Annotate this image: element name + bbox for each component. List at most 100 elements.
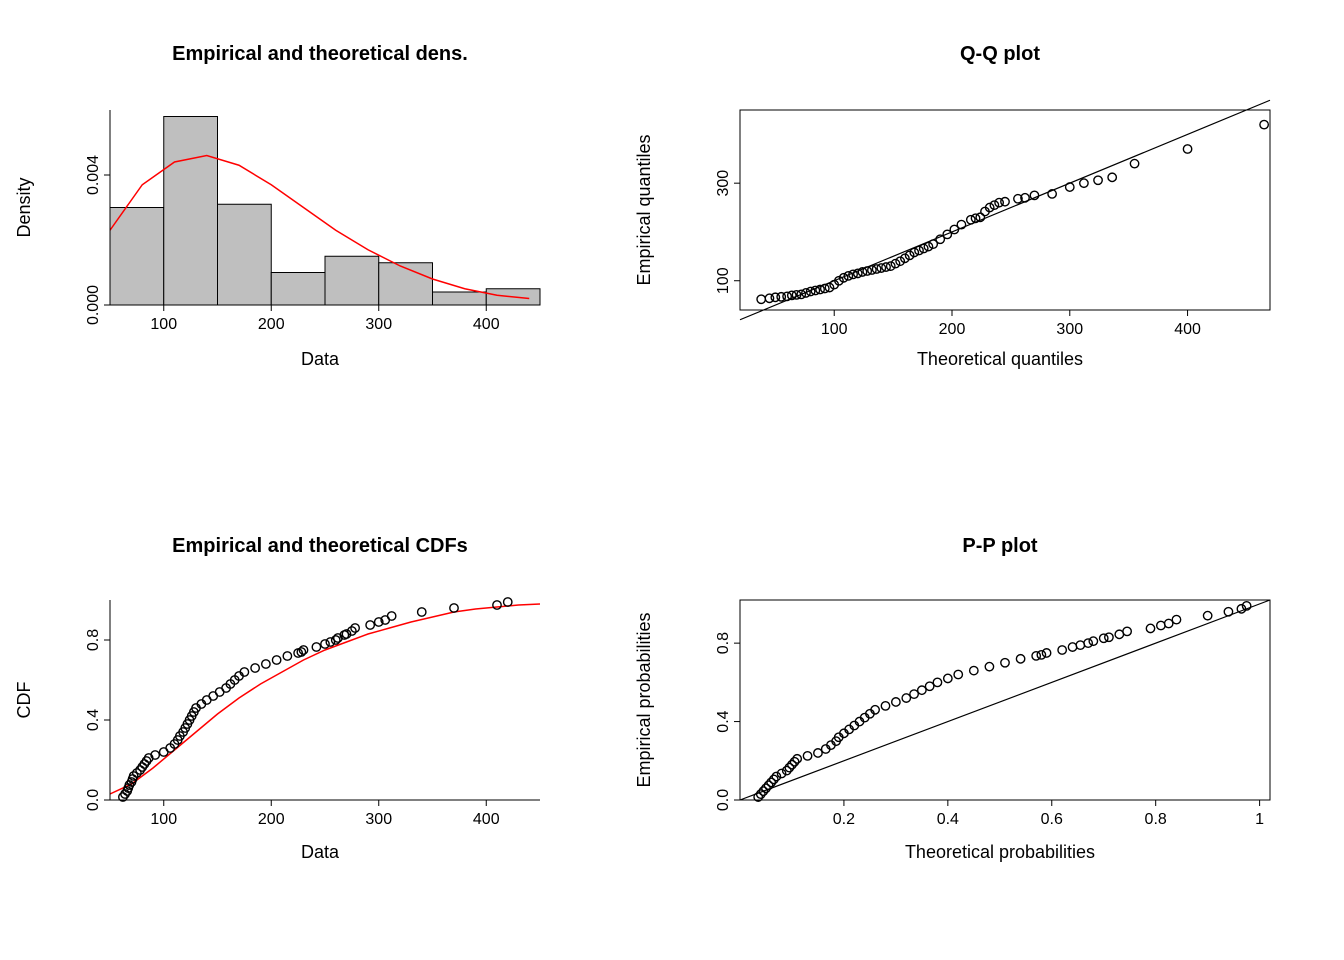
pp-point <box>803 752 811 760</box>
x-axis-label: Data <box>301 349 340 369</box>
pp-point <box>910 690 918 698</box>
y-axis-label: Empirical probabilities <box>634 612 654 787</box>
cdf-point <box>387 612 395 620</box>
y-tick-label: 300 <box>715 170 732 197</box>
cdf-point <box>251 664 259 672</box>
qq-point <box>1094 176 1102 184</box>
qq-point <box>1108 173 1116 181</box>
x-tick-label: 100 <box>150 316 177 333</box>
pp-point <box>1146 624 1154 632</box>
pp-point <box>1224 608 1232 616</box>
x-tick-label: 0.8 <box>1145 811 1167 828</box>
qq-point <box>1130 159 1138 167</box>
pp-reference-line <box>740 600 1270 800</box>
qq-reference-line <box>740 100 1270 320</box>
pp-point <box>902 694 910 702</box>
qq-point <box>1066 183 1074 191</box>
cdf-point <box>504 598 512 606</box>
pp-point <box>1105 633 1113 641</box>
pp-point <box>1172 615 1180 623</box>
y-tick-label: 0.000 <box>85 285 102 325</box>
pp-point <box>918 686 926 694</box>
theoretical-cdf-line <box>110 604 540 794</box>
cdf-point <box>332 636 340 644</box>
cdf-axes: 100 200 300 400 0.0 0.4 0.8 <box>85 600 540 828</box>
pp-point <box>1042 649 1050 657</box>
pp-point <box>1076 641 1084 649</box>
cdf-panel: 1002003004000.00.40.8Empirical and theor… <box>14 535 540 862</box>
pp-panel: 0.2 0.4 0.6 0.8 1 0.0 0.4 0.8 P-P plot Theoretica… <box>634 535 1270 862</box>
x-tick-label: 0.6 <box>1041 811 1063 828</box>
panel-title: Empirical and theoretical dens. <box>172 43 468 65</box>
x-tick-label: 100 <box>821 321 848 338</box>
cdf-point <box>321 640 329 648</box>
x-tick-label: 300 <box>365 316 392 333</box>
histogram-bar <box>325 256 379 305</box>
x-axis-label: Data <box>301 842 340 862</box>
y-tick-label: 0.0 <box>85 789 102 811</box>
y-tick-label: 0.0 <box>715 789 732 811</box>
panel-title: Empirical and theoretical CDFs <box>172 535 468 557</box>
x-tick-label: 0.4 <box>937 811 959 828</box>
x-axis-label: Theoretical probabilities <box>905 842 1095 862</box>
cdf-point <box>312 643 320 651</box>
y-tick-label: 0.8 <box>715 632 732 654</box>
pp-point <box>1123 627 1131 635</box>
x-tick-label: 0.2 <box>833 811 855 828</box>
cdf-point <box>262 660 270 668</box>
labels: P-P plot Theoretical probabilities Empiric… <box>634 535 1095 862</box>
pp-point <box>814 749 822 757</box>
qq-point <box>1183 145 1191 153</box>
pp-point <box>985 662 993 670</box>
cdf-point <box>450 604 458 612</box>
pp-point <box>881 702 889 710</box>
pp-point <box>933 678 941 686</box>
pp-point <box>1001 659 1009 667</box>
cdf-point <box>272 656 280 664</box>
pp-point <box>1016 655 1024 663</box>
pp-point <box>1058 646 1066 654</box>
cdf-point <box>418 608 426 616</box>
qq-point <box>757 295 765 303</box>
pp-point <box>1084 639 1092 647</box>
y-tick-label: 100 <box>715 267 732 294</box>
x-tick-label: 200 <box>258 811 285 828</box>
histogram-bar <box>433 292 487 305</box>
pp-point <box>1089 637 1097 645</box>
pp-point <box>970 666 978 674</box>
x-tick-label: 400 <box>473 811 500 828</box>
qq-panel: 100200300400100300Q-Q plotTheoretical qu… <box>634 43 1270 369</box>
histogram-bar <box>164 117 218 306</box>
pp-axes: 0.2 0.4 0.6 0.8 1 0.0 0.4 0.8 <box>715 600 1270 828</box>
y-tick-label: 0.8 <box>85 629 102 651</box>
density-panel: 1002003004000.0000.004Empirical and theo… <box>14 43 540 369</box>
y-axis-label: CDF <box>14 682 34 719</box>
pp-point <box>1164 619 1172 627</box>
cdf-point <box>493 601 501 609</box>
y-tick-label: 0.4 <box>715 710 732 732</box>
x-tick-label: 300 <box>365 811 392 828</box>
qq-point <box>1080 179 1088 187</box>
pp-point <box>1157 621 1165 629</box>
pp-point <box>892 698 900 706</box>
panel-title: Q-Q plot <box>960 43 1040 65</box>
histogram-bar <box>271 273 325 306</box>
pp-point <box>1037 651 1045 659</box>
histogram-bar <box>379 263 433 305</box>
x-tick-label: 1 <box>1255 811 1264 828</box>
y-tick-label: 0.4 <box>85 709 102 731</box>
x-tick-label: 400 <box>1174 321 1201 338</box>
histogram-bar <box>218 204 272 305</box>
x-tick-label: 400 <box>473 316 500 333</box>
x-tick-label: 100 <box>150 811 177 828</box>
qq-point <box>1001 198 1009 206</box>
pp-point <box>1203 611 1211 619</box>
labels: Empirical and theoretical CDFs Data CDF <box>14 535 468 862</box>
panel-title: P-P plot <box>962 535 1038 557</box>
y-axis-label: Density <box>14 177 34 237</box>
x-axis-label: Theoretical quantiles <box>917 349 1083 369</box>
qq-point <box>1260 120 1268 128</box>
pp-point <box>1068 643 1076 651</box>
y-tick-label: 0.004 <box>85 155 102 195</box>
histogram-bar <box>110 208 164 306</box>
